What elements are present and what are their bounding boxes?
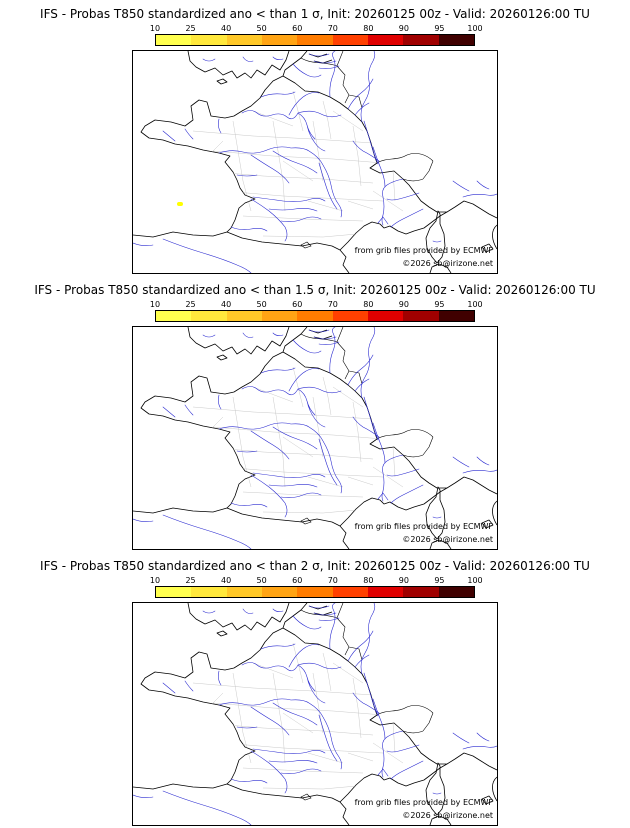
colorbar-tick-label: 60 [292,300,303,309]
ecmwf-credit: from grib files provided by ECMWF [354,246,493,255]
colorbar-segment [367,587,404,597]
ecmwf-credit: from grib files provided by ECMWF [354,522,493,531]
colorbar-segment [261,311,298,321]
colorbar-tick-label: 10 [149,24,161,33]
colorbar-segment [156,311,192,321]
colorbar-segment [332,587,368,597]
panel-title: IFS - Probas T850 standardized ano < tha… [34,283,596,297]
colorbar-tick-label: 95 [434,24,445,33]
colorbar-segment [156,587,192,597]
colorbar-segment [403,35,439,45]
panel-sigma-2: IFS - Probas T850 standardized ano < tha… [0,552,630,828]
colorbar-gradient [155,586,475,598]
colorbar: 10 25 40 50 60 70 80 90 95 100 [150,24,483,46]
map-frame: from grib files provided by ECMWF ©2026 … [132,602,498,826]
colorbar-tick-label: 60 [292,576,303,585]
colorbar-segment [332,35,368,45]
colorbar-gradient [155,34,475,46]
colorbar-tick-label: 90 [398,576,409,585]
colorbar-segment [226,35,262,45]
colorbar-segment [403,587,439,597]
colorbar-segment [297,587,333,597]
panel-title: IFS - Probas T850 standardized ano < tha… [40,7,590,21]
colorbar-tick-label: 60 [292,24,303,33]
colorbar-segment [297,35,333,45]
colorbar-tick-label: 80 [363,24,374,33]
colorbar-ticks: 10 25 40 50 60 70 80 90 95 100 [150,300,483,310]
colorbar-tick-label: 40 [221,576,232,585]
colorbar-segment [191,587,227,597]
colorbar-tick-label: 10 [149,576,161,585]
colorbar-segment [367,311,404,321]
colorbar-tick-label: 90 [398,24,409,33]
colorbar-segment [367,35,404,45]
colorbar-segment [438,587,474,597]
colorbar-tick-label: 95 [434,300,445,309]
colorbar-segment [403,311,439,321]
colorbar-segment [297,311,333,321]
colorbar-segment [191,35,227,45]
colorbar-segment [156,35,192,45]
panel-title: IFS - Probas T850 standardized ano < tha… [40,559,590,573]
colorbar: 10 25 40 50 60 70 80 90 95 100 [150,300,483,322]
map-frame: from grib files provided by ECMWF ©2026 … [132,326,498,550]
colorbar-tick-label: 50 [256,300,267,309]
author-credit: ©2026 sb@irizone.net [402,535,493,544]
colorbar-tick-label: 50 [256,576,267,585]
colorbar-tick-label: 70 [327,24,338,33]
colorbar-tick-label: 25 [185,576,196,585]
colorbar-tick-label: 80 [363,300,374,309]
colorbar-segment [226,587,262,597]
colorbar-segment [226,311,262,321]
panel-sigma-1-5: IFS - Probas T850 standardized ano < tha… [0,276,630,552]
colorbar-segment [332,311,368,321]
colorbar-segment [261,35,298,45]
colorbar-tick-label: 95 [434,576,445,585]
panel-sigma-1: IFS - Probas T850 standardized ano < tha… [0,0,630,276]
colorbar-tick-label: 70 [327,300,338,309]
colorbar-tick-label: 40 [221,24,232,33]
france-map [133,327,497,549]
colorbar-tick-label: 50 [256,24,267,33]
colorbar-tick-label: 25 [185,24,196,33]
colorbar-tick-label: 100 [467,576,483,585]
ecmwf-credit: from grib files provided by ECMWF [354,798,493,807]
colorbar-tick-label: 100 [467,300,483,309]
colorbar-tick-label: 25 [185,300,196,309]
colorbar-tick-label: 70 [327,576,338,585]
colorbar-gradient [155,310,475,322]
colorbar-tick-label: 100 [467,24,483,33]
colorbar-tick-label: 90 [398,300,409,309]
colorbar-tick-label: 10 [149,300,161,309]
probability-spot [177,202,183,206]
author-credit: ©2026 sb@irizone.net [402,811,493,820]
colorbar-ticks: 10 25 40 50 60 70 80 90 95 100 [150,576,483,586]
colorbar-segment [261,587,298,597]
author-credit: ©2026 sb@irizone.net [402,259,493,268]
colorbar-segment [438,35,474,45]
colorbar-tick-label: 40 [221,300,232,309]
colorbar-segment [191,311,227,321]
colorbar-ticks: 10 25 40 50 60 70 80 90 95 100 [150,24,483,34]
colorbar: 10 25 40 50 60 70 80 90 95 100 [150,576,483,598]
colorbar-tick-label: 80 [363,576,374,585]
colorbar-segment [438,311,474,321]
france-map [133,51,497,273]
map-frame: from grib files provided by ECMWF ©2026 … [132,50,498,274]
france-map [133,603,497,825]
